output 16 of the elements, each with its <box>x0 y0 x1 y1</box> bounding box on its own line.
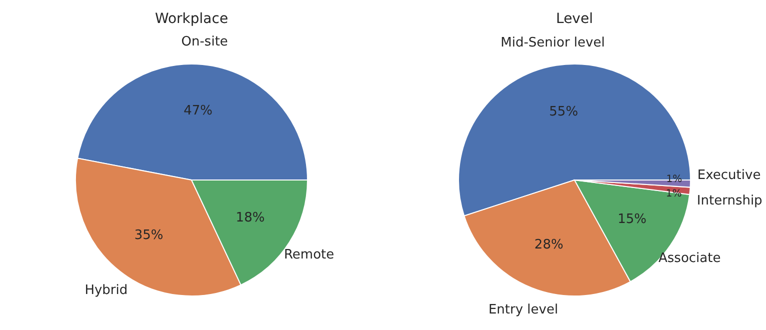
data-label: 18% <box>236 210 265 226</box>
slice-label: On-site <box>181 34 228 50</box>
data-label: 15% <box>618 212 647 228</box>
data-label: 47% <box>184 104 213 119</box>
slice-label: Associate <box>658 251 721 266</box>
chart-title: Level <box>556 11 593 27</box>
slice-label: Entry level <box>488 302 558 318</box>
data-label: 28% <box>534 238 564 253</box>
slice-label: Remote <box>284 248 334 263</box>
data-label: 35% <box>134 228 164 243</box>
slice-label: Mid-Senior level <box>500 36 605 51</box>
slice-label: Internship <box>696 194 762 209</box>
chart-title: Workplace <box>154 11 228 27</box>
data-label: 55% <box>549 104 578 120</box>
slice-label: Hybrid <box>84 282 128 298</box>
slice-label: Executive <box>697 168 761 183</box>
